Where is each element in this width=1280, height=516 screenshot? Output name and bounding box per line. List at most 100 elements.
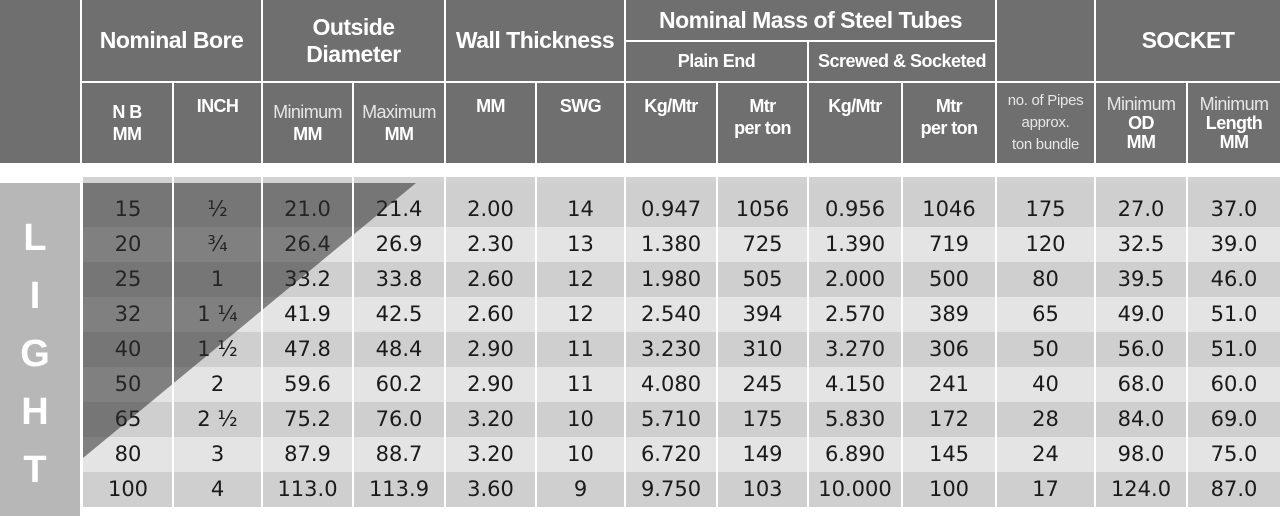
- subheader-socket-length-l3: MM: [1219, 131, 1249, 152]
- cell-ss-kg: 6.890: [824, 442, 886, 466]
- subheader-pe-kg: Kg/Mtr: [626, 83, 716, 163]
- cell-ss-kg: 3.270: [824, 337, 886, 361]
- subheader-socket-od-l2: OD: [1128, 112, 1154, 133]
- cell-ss-kg: 1.390: [824, 232, 886, 256]
- table-row: 32 1 ¼ 41.9 42.5 2.60 12 2.540 394 2.570 389 65 49.…: [0, 297, 1280, 332]
- column-divider: [352, 83, 354, 516]
- header-plain-end: Plain End: [626, 42, 807, 81]
- side-letter-l: L: [23, 217, 47, 259]
- subheader-pe-mtr-label: Mtr: [749, 96, 776, 116]
- header-horizontal-divider: [82, 81, 1280, 83]
- cell-od-max: 26.9: [375, 232, 423, 256]
- subheader-nb: N B: [112, 102, 142, 122]
- cell-od-min: 75.2: [284, 407, 331, 431]
- table-row: 15 ½ 21.0 21.4 2.00 14 0.947 1056 0.956 1046 175 27…: [0, 192, 1280, 227]
- subheader-inch-label: INCH: [196, 96, 239, 116]
- cell-pipes: 80: [1032, 267, 1059, 291]
- subheader-ss-mtr-unit: per ton: [920, 118, 978, 138]
- cell-socket-od: 56.0: [1117, 337, 1165, 361]
- subheader-pipes-l1: no. of Pipes: [1007, 92, 1084, 109]
- cell-pe-mtr: 103: [742, 477, 783, 501]
- cell-socket-length: 75.0: [1210, 442, 1258, 466]
- cell-socket-length: 69.0: [1210, 407, 1258, 431]
- header-nominal-bore: Nominal Bore: [82, 0, 261, 81]
- header-separator: [0, 163, 1280, 177]
- cell-ss-mtr: 241: [928, 372, 970, 396]
- cell-socket-od: 32.5: [1117, 232, 1165, 256]
- side-letter-h: H: [21, 391, 49, 433]
- cell-wt-mm: 2.60: [467, 267, 514, 291]
- cell-inch: 2: [210, 372, 225, 396]
- cell-wt-mm: 2.30: [467, 232, 514, 256]
- subheader-od-max-label: Maximum: [362, 102, 436, 122]
- header-wall-thickness: Wall Thickness: [446, 0, 624, 81]
- cell-nb-mm: 50: [114, 372, 142, 396]
- subheader-wt-mm-label: MM: [476, 96, 505, 116]
- cell-nb-mm: 40: [114, 337, 142, 361]
- subheader-socket-od-l1: Minimum: [1106, 93, 1176, 114]
- cell-socket-od: 98.0: [1117, 442, 1165, 466]
- cell-socket-length: 51.0: [1210, 302, 1258, 326]
- cell-socket-od: 39.5: [1117, 267, 1165, 291]
- subheader-od-min-label: Minimum: [273, 102, 342, 122]
- column-divider: [535, 83, 537, 516]
- subheader-od-min: Minimum MM: [263, 83, 352, 163]
- side-label-panel: L I G H T: [0, 183, 81, 516]
- cell-ss-mtr: 100: [928, 477, 970, 501]
- cell-pipes: 175: [1025, 197, 1066, 221]
- cell-pe-mtr: 310: [742, 337, 783, 361]
- table-row: 20 ¾ 26.4 26.9 2.30 13 1.380 725 1.390 719 120 32.5…: [0, 227, 1280, 262]
- cell-od-max: 76.0: [375, 407, 423, 431]
- cell-pe-mtr: 505: [742, 267, 783, 291]
- cell-pe-kg: 1.980: [640, 267, 702, 291]
- cell-od-min: 33.2: [284, 267, 331, 291]
- row-background: [83, 472, 1280, 507]
- cell-ss-mtr: 719: [928, 232, 970, 256]
- cell-wt-mm: 2.90: [467, 372, 514, 396]
- cell-inch: 3: [210, 442, 225, 466]
- cell-swg: 14: [567, 197, 594, 221]
- cell-inch: ¾: [207, 232, 228, 256]
- header-group-divider: [444, 0, 446, 83]
- cell-ss-kg: 2.570: [824, 302, 886, 326]
- cell-od-max: 33.8: [375, 267, 423, 291]
- cell-swg: 11: [567, 372, 594, 396]
- column-divider: [807, 83, 809, 516]
- subheader-od-max: Maximum MM: [354, 83, 444, 163]
- cell-pipes: 40: [1032, 372, 1059, 396]
- subheader-pe-mtr: Mtr per ton: [718, 83, 807, 163]
- cell-nb-mm: 80: [114, 442, 142, 466]
- cell-od-min: 59.6: [284, 372, 331, 396]
- subheader-od-max-unit: MM: [384, 124, 414, 144]
- cell-pipes: 50: [1032, 337, 1059, 361]
- cell-ss-mtr: 389: [928, 302, 970, 326]
- cell-inch: 4: [210, 477, 225, 501]
- column-divider: [172, 83, 174, 516]
- cell-od-min: 47.8: [284, 337, 331, 361]
- cell-od-min: 87.9: [284, 442, 331, 466]
- cell-socket-length: 46.0: [1210, 267, 1258, 291]
- table-row: 25 1 33.2 33.8 2.60 12 1.980 505 2.000 500 80 39.5 4…: [0, 262, 1280, 297]
- column-divider: [1094, 83, 1096, 516]
- header-group-divider: [624, 0, 626, 83]
- cell-swg: 13: [567, 232, 594, 256]
- subheader-pipes-l2: approx.: [1021, 114, 1070, 131]
- header-pipes-top: [997, 0, 1094, 81]
- row-band-top: [83, 183, 1280, 192]
- cell-pipes: 120: [1025, 232, 1066, 256]
- column-divider: [80, 0, 82, 516]
- cell-od-min: 113.0: [277, 477, 338, 501]
- subheader-ss-kg-label: Kg/Mtr: [828, 96, 882, 116]
- subheader-socket-od: Minimum OD MM: [1096, 83, 1186, 163]
- subheader-socket-length-l2: Length: [1205, 112, 1263, 133]
- cell-pe-mtr: 149: [742, 442, 783, 466]
- cell-pe-mtr: 1056: [735, 197, 790, 221]
- column-divider: [995, 83, 997, 516]
- cell-ss-kg: 2.000: [824, 267, 886, 291]
- cell-pe-kg: 1.380: [640, 232, 702, 256]
- subheader-socket-length-l1: Minimum: [1199, 93, 1269, 114]
- header-horizontal-divider: [626, 40, 995, 42]
- subheader-ss-mtr-label: Mtr: [935, 96, 963, 116]
- cell-pe-mtr: 725: [742, 232, 783, 256]
- header-subgroup-divider: [807, 40, 809, 83]
